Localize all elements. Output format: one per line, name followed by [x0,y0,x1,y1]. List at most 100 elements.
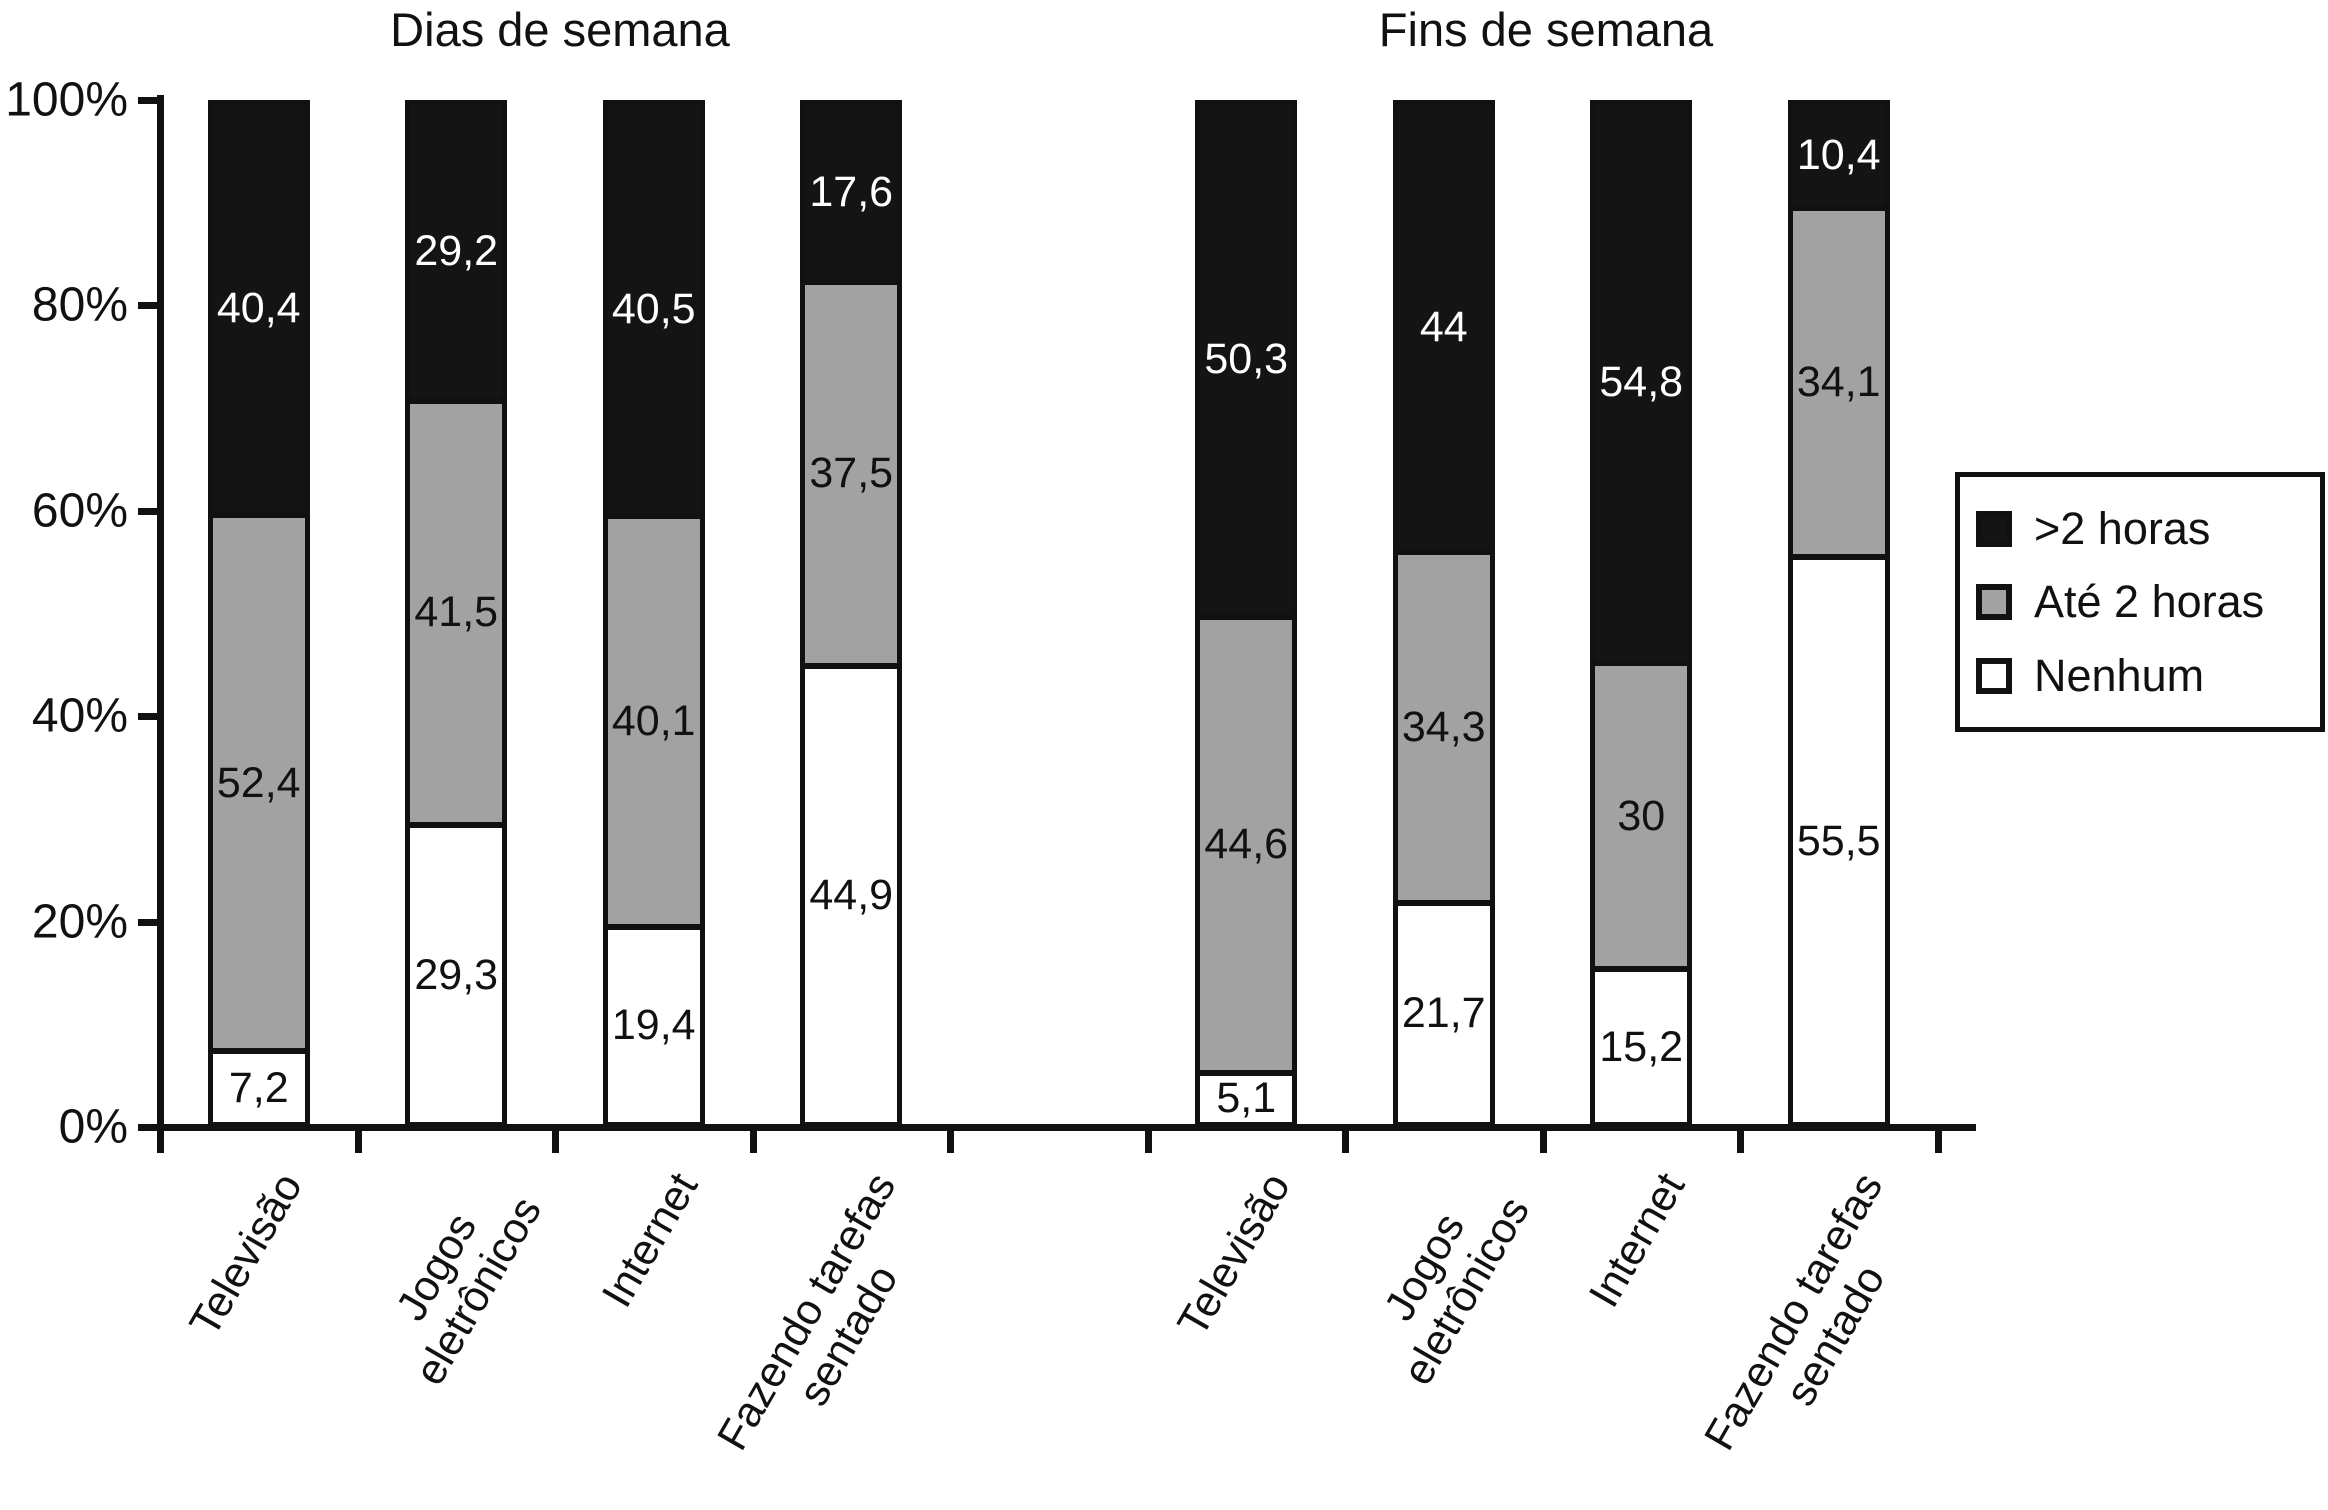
value-label: 41,5 [414,588,499,637]
segment-ate-2-horas: 34,1 [1789,208,1888,558]
y-axis-tick [138,1124,160,1131]
group-title-weekends: Fins de semana [1378,3,1714,56]
value-label: 17,6 [809,167,894,216]
segment--2-horas: 40,5 [604,102,703,517]
value-label: 34,3 [1401,703,1486,752]
bar-televisao-fins-de-semana: 50,3 44,6 5,1 [1195,100,1298,1127]
segment-ate-2-horas: 40,1 [604,516,703,927]
segment-nenhum: 44,9 [802,665,901,1125]
y-axis-tick [138,507,160,515]
value-label: 7,2 [228,1063,289,1112]
bar-internet-dias-de-semana: 40,5 40,1 19,4 [602,100,705,1127]
legend-item: Até 2 horas [1976,576,2320,628]
x-axis-label-internet-fins-de-semana: Internet [1580,1165,1695,1316]
x-axis-label-fazendo-tarefas-sentado-fins-de-semana: Fazendo tarefas sentado [1695,1165,1895,1459]
segment--2-horas: 40,4 [209,102,308,516]
segment-nenhum: 5,1 [1197,1072,1296,1125]
segment-ate-2-horas: 52,4 [209,515,308,1052]
x-axis-tick [1737,1127,1744,1153]
legend-item: Nenhum [1976,650,2320,702]
x-axis-label-jogos-eletronicos-fins-de-semana: Jogos eletrônicos [1375,1189,1540,1394]
x-axis-label-fazendo-tarefas-sentado-dias-de-semana: Fazendo tarefas sentado [707,1165,908,1459]
group-title-weekdays: Dias de semana [390,3,730,56]
x-axis-label-televisao-fins-de-semana: Televisão [1168,1165,1300,1345]
segment-nenhum: 29,3 [407,825,506,1125]
y-axis-tick [138,713,160,721]
segment--2-horas: 10,4 [1789,102,1888,209]
value-label: 30 [1617,791,1666,840]
x-axis-tick [354,1127,362,1153]
segment-nenhum: 15,2 [1592,969,1691,1125]
value-label: 10,4 [1796,130,1881,179]
bar-fazendo-tarefas-sentado-dias-de-semana: 17,6 37,5 44,9 [800,100,903,1127]
segment-ate-2-horas: 44,6 [1197,616,1296,1073]
value-label: 40,1 [611,696,696,745]
segment--2-horas: 50,3 [1197,102,1296,617]
segment--2-horas: 54,8 [1592,102,1691,663]
x-axis-label-jogos-eletronicos-dias-de-semana: Jogos eletrônicos [387,1189,552,1394]
value-label: 19,4 [611,1001,696,1050]
legend-label: >2 horas [2034,502,2211,554]
x-axis-tick [947,1127,954,1153]
value-label: 50,3 [1204,334,1289,383]
value-label: 29,3 [414,950,499,999]
legend-label: Até 2 horas [2034,576,2265,627]
value-label: 34,1 [1796,358,1881,407]
bar-fazendo-tarefas-sentado-fins-de-semana: 10,4 34,1 55,5 [1787,100,1890,1127]
legend-swatch-more-than-2-hours [1976,510,2012,547]
bar-jogos-eletronicos-dias-de-semana: 29,2 41,5 29,3 [405,100,508,1127]
bar-jogos-eletronicos-fins-de-semana: 44 34,3 21,7 [1392,100,1495,1127]
value-label: 55,5 [1796,816,1881,865]
y-axis-label-80: 80% [31,278,128,332]
segment-ate-2-horas: 34,3 [1394,552,1493,903]
segment--2-horas: 44 [1394,102,1493,553]
x-axis-tick [1934,1127,1942,1153]
value-label: 52,4 [216,758,301,807]
segment-ate-2-horas: 37,5 [802,282,901,666]
y-axis-line [157,95,164,1153]
x-axis-tick [552,1127,559,1153]
x-axis-tick [1539,1127,1547,1153]
segment-nenhum: 21,7 [1394,902,1493,1125]
legend: >2 horas Até 2 horas Nenhum [1955,472,2325,732]
segment-ate-2-horas: 30 [1592,662,1691,970]
x-axis-tick [1144,1127,1152,1153]
segment-nenhum: 19,4 [604,926,703,1125]
legend-label: Nenhum [2034,649,2205,701]
value-label: 44 [1419,302,1468,351]
y-axis-label-100: 100% [5,73,128,127]
x-axis-tick [1342,1127,1349,1153]
value-label: 15,2 [1599,1022,1684,1071]
y-axis-tick [138,97,160,104]
value-label: 37,5 [809,449,894,498]
value-label: 44,6 [1204,820,1289,869]
x-axis-tick [157,1127,164,1153]
x-axis-label-televisao-dias-de-semana: Televisão [181,1165,313,1345]
value-label: 5,1 [1216,1074,1277,1123]
y-axis-label-40: 40% [31,689,128,743]
bar-televisao-dias-de-semana: 40,4 52,4 7,2 [207,100,310,1127]
legend-item: >2 horas [1976,503,2320,555]
value-label: 44,9 [809,870,894,919]
segment-nenhum: 55,5 [1789,557,1888,1125]
legend-swatch-none [1976,657,2012,694]
value-label: 40,4 [216,284,301,333]
y-axis-tick [138,918,160,926]
y-axis-label-20: 20% [31,895,128,949]
segment-ate-2-horas: 41,5 [407,400,506,826]
value-label: 54,8 [1599,357,1684,406]
segment-nenhum: 7,2 [209,1051,308,1125]
value-label: 29,2 [414,226,499,275]
value-label: 40,5 [611,284,696,333]
segment--2-horas: 29,2 [407,102,506,401]
value-label: 21,7 [1401,989,1486,1038]
y-axis-label-0: 0% [58,1100,128,1154]
legend-swatch-up-to-2-hours [1976,584,2012,620]
x-axis-tick [749,1127,757,1153]
bar-internet-fins-de-semana: 54,8 30 15,2 [1590,100,1693,1127]
y-axis-tick [138,302,160,310]
y-axis-label-60: 60% [31,484,128,538]
x-axis-label-internet-dias-de-semana: Internet [592,1165,708,1316]
x-axis-line [157,1124,1976,1131]
